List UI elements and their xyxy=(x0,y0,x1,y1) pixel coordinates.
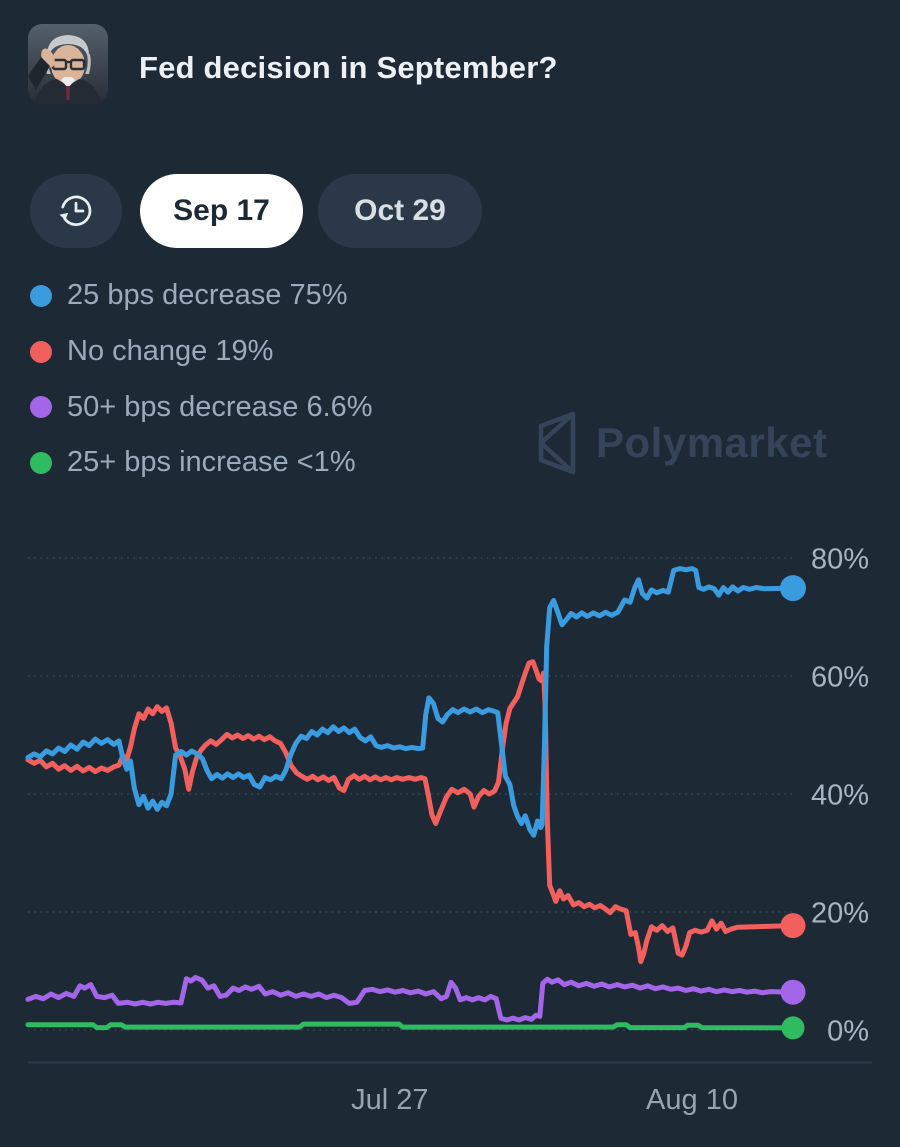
legend-item-25-bps-decrease[interactable]: 25 bps decrease 75% xyxy=(30,268,373,324)
history-clock-icon xyxy=(59,195,92,226)
y-tick-label: 80% xyxy=(811,544,869,576)
watermark-text: Polymarket xyxy=(596,419,828,466)
polymarket-watermark: Polymarket xyxy=(529,411,827,475)
history-button[interactable] xyxy=(30,174,122,248)
legend-label: No change 19% xyxy=(67,335,274,368)
y-tick-label: 20% xyxy=(811,898,869,930)
legend-label: 50+ bps decrease 6.6% xyxy=(67,390,373,423)
legend-label: 25+ bps increase <1% xyxy=(67,446,356,479)
series-line-25-bps-increase xyxy=(25,1021,796,1031)
legend-item-25-bps-increase[interactable]: 25+ bps increase <1% xyxy=(30,435,373,491)
legend-dot-purple-icon xyxy=(30,396,52,419)
series-endpoint-25-bps-increase xyxy=(781,1016,805,1040)
tab-oct-29[interactable]: Oct 29 xyxy=(318,174,482,248)
avatar xyxy=(28,24,108,104)
y-tick-label: 40% xyxy=(811,780,869,812)
legend-dot-red-icon xyxy=(30,340,52,363)
y-tick-label: 0% xyxy=(827,1016,869,1048)
legend-item-50-bps-decrease[interactable]: 50+ bps decrease 6.6% xyxy=(30,379,373,435)
series-line-no-change xyxy=(25,659,796,965)
x-tick-label: Jul 27 xyxy=(351,1084,428,1116)
outcome-legend: 25 bps decrease 75% No change 19% 50+ bp… xyxy=(30,268,373,491)
series-line-25-bps-decrease xyxy=(25,566,796,838)
legend-dot-blue-icon xyxy=(30,284,52,307)
series-endpoint-50-bps-decrease xyxy=(780,979,806,1005)
polymarket-logo-icon xyxy=(538,411,576,475)
series-endpoint-25-bps-decrease xyxy=(780,575,806,602)
powell-photo-avatar xyxy=(28,24,108,104)
page-title: Fed decision in September? xyxy=(139,50,558,85)
y-tick-label: 60% xyxy=(811,662,869,694)
series-endpoint-no-change xyxy=(780,913,806,939)
legend-dot-green-icon xyxy=(30,451,52,474)
x-tick-label: Aug 10 xyxy=(646,1084,738,1116)
probability-chart[interactable]: 80% 60% 40% 20% 0% Jul 27 Aug 10 xyxy=(0,520,900,1147)
tab-sep-17[interactable]: Sep 17 xyxy=(140,174,303,248)
legend-label: 25 bps decrease 75% xyxy=(67,279,348,312)
series-line-50-bps-decrease xyxy=(25,975,796,1023)
legend-item-no-change[interactable]: No change 19% xyxy=(30,324,373,380)
